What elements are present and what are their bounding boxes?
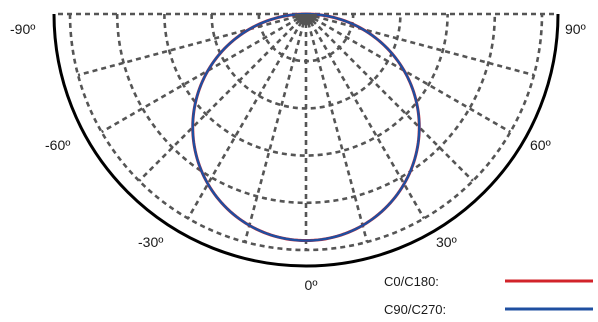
- grid-spoke: [243, 13, 308, 243]
- outer-arc: [52, 13, 560, 268]
- angle-label: 90º: [565, 21, 586, 37]
- grid-spoke: [305, 13, 474, 182]
- grid-spoke: [305, 12, 512, 134]
- grid: [54, 12, 558, 252]
- series-curves: [191, 12, 421, 243]
- grid-spoke: [100, 12, 307, 134]
- angle-label: 60º: [530, 137, 551, 153]
- grid-spoke: [304, 13, 369, 243]
- angle-label: 30º: [436, 234, 457, 250]
- angle-label: 0º: [305, 277, 318, 293]
- grid-spoke: [77, 12, 307, 77]
- origin-cap-shape: [295, 14, 317, 25]
- grid-ring: [163, 13, 449, 157]
- legend: C0/C180: C90/C270:: [384, 274, 593, 317]
- grid-spoke: [186, 13, 308, 220]
- angle-label: -60º: [45, 137, 70, 153]
- origin-cap: [295, 14, 317, 25]
- outer-boundary: [52, 13, 560, 268]
- legend-label: C90/C270:: [384, 302, 446, 317]
- series-curve-2: [191, 12, 421, 242]
- angle-labels: -90º -60º -30º 0º 30º 60º 90º: [10, 21, 586, 293]
- grid-spoke: [305, 12, 535, 77]
- legend-label: C0/C180:: [384, 274, 439, 289]
- angle-label: -30º: [138, 234, 163, 250]
- grid-ring: [115, 13, 497, 205]
- grid-spoke: [304, 13, 426, 220]
- angle-label: -90º: [10, 21, 35, 37]
- grid-spoke: [138, 13, 307, 182]
